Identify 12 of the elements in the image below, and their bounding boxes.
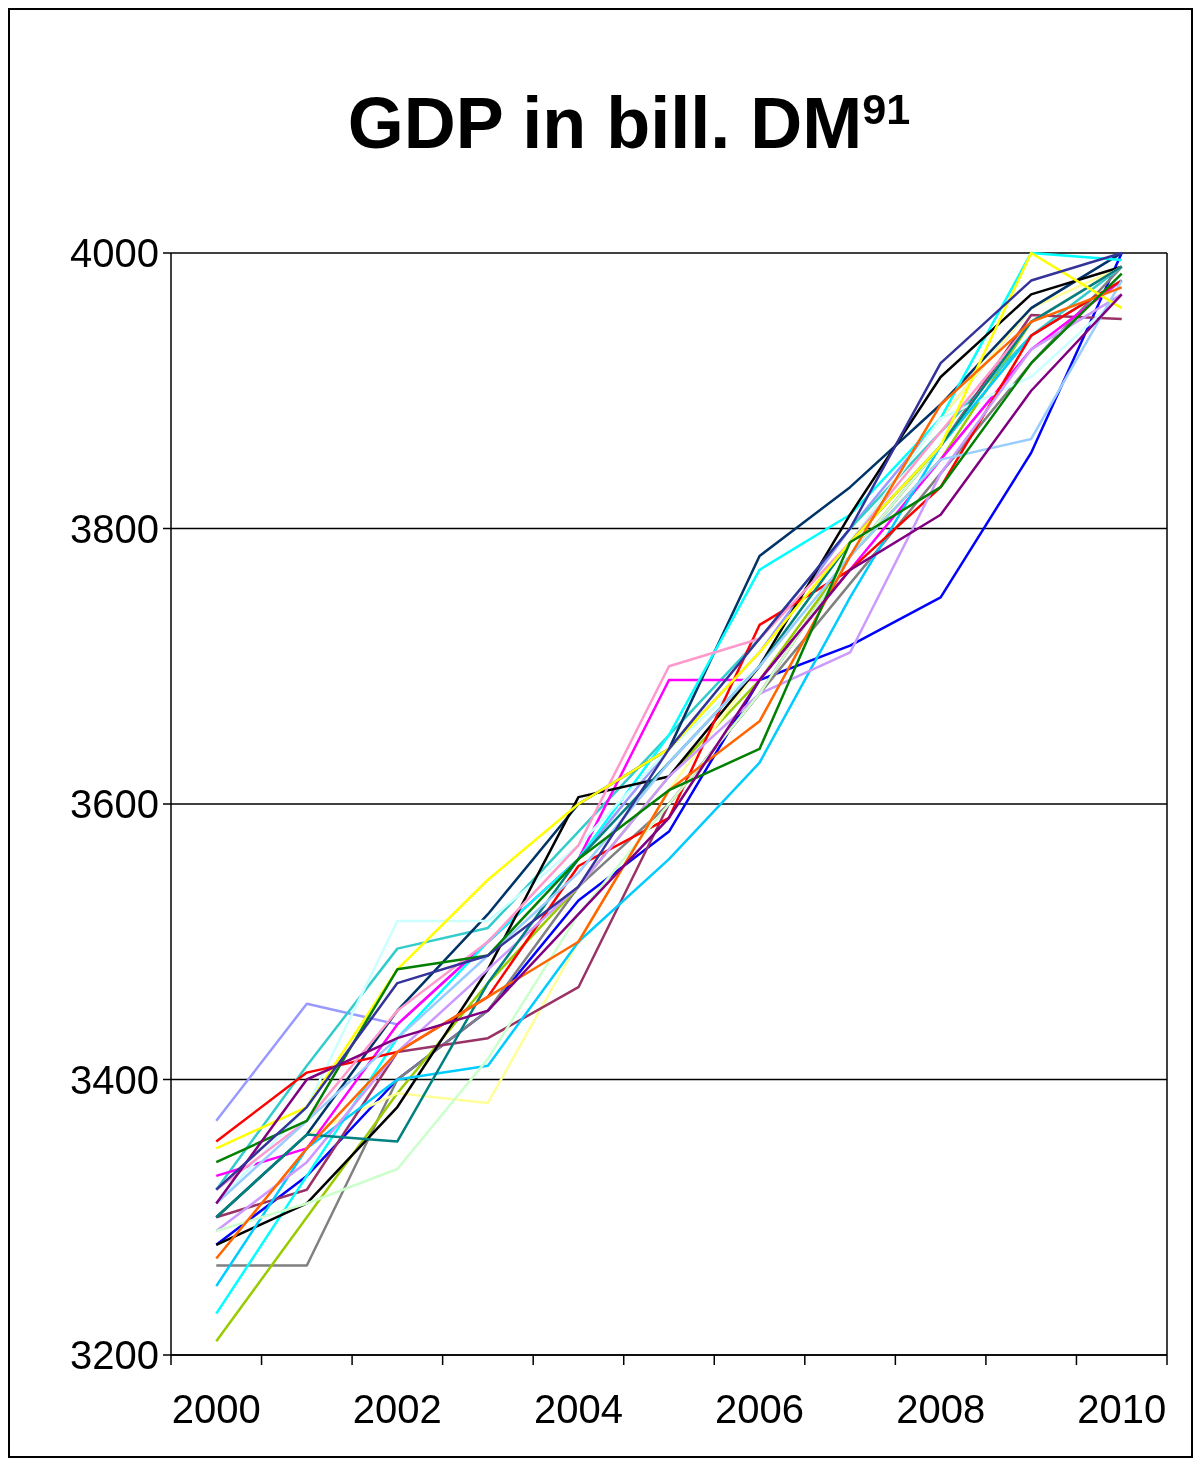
x-tick-label: 2010 — [1077, 1387, 1167, 1431]
x-tick-label: 2002 — [352, 1387, 442, 1431]
y-tick-label: 3800 — [70, 506, 159, 551]
x-tick-label: 2000 — [171, 1387, 261, 1431]
chart-title: GDP in bill. DM$^{91}$ — [347, 83, 911, 163]
y-tick-label: 3200 — [70, 1333, 159, 1377]
y-tick-label: 3400 — [70, 1057, 159, 1102]
y-tick-label: 3600 — [70, 782, 159, 826]
x-tick-label: 2008 — [896, 1387, 986, 1431]
x-tick-label: 2004 — [533, 1387, 623, 1431]
x-tick-label: 2006 — [715, 1387, 805, 1431]
y-tick-label: 4000 — [70, 231, 159, 275]
